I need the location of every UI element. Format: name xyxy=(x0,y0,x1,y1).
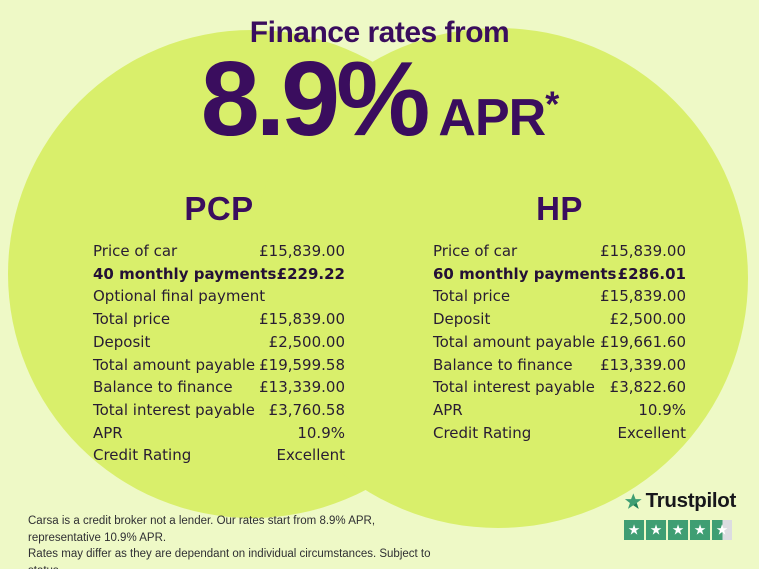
row-value: £15,839.00 xyxy=(600,287,686,306)
table-row: Total price £15,839.00 xyxy=(433,285,686,308)
row-label: Total interest payable xyxy=(433,378,595,397)
row-label: Total price xyxy=(93,310,171,329)
row-label: Credit Rating xyxy=(433,423,532,442)
star-box-full: ★ xyxy=(690,520,710,540)
row-value: 10.9% xyxy=(297,423,345,442)
row-label: APR xyxy=(433,400,463,419)
star-box-full: ★ xyxy=(624,520,644,540)
star-icon: ★ xyxy=(649,521,663,538)
disclaimer-line-1: Carsa is a credit broker not a lender. O… xyxy=(28,515,376,544)
rate-suffix-label: APR xyxy=(438,89,546,147)
star-box-half: ★ xyxy=(712,520,732,540)
row-label: Total amount payable xyxy=(433,332,596,351)
pcp-heading: PCP xyxy=(184,190,254,227)
row-label: Price of car xyxy=(433,242,518,260)
row-label: Total price xyxy=(433,287,511,306)
row-value: £3,760.58 xyxy=(268,400,345,419)
trustpilot-logo: Trustpilot xyxy=(624,489,736,513)
row-value: £15,839.00 xyxy=(259,242,345,260)
table-row: Balance to finance £13,339.00 xyxy=(433,354,686,377)
row-label: 40 monthly payments xyxy=(93,264,277,283)
headline-rate: 8.9% APR* xyxy=(0,40,759,158)
row-value: £3,822.60 xyxy=(609,378,686,397)
star-box-full: ★ xyxy=(646,520,666,540)
row-label: Deposit xyxy=(93,332,151,351)
row-label: Deposit xyxy=(433,310,491,329)
row-value: Excellent xyxy=(617,423,686,442)
row-value: £15,839.00 xyxy=(259,310,345,329)
table-row: APR 10.9% xyxy=(93,422,345,445)
star-icon: ★ xyxy=(693,521,707,538)
row-value: 10.9% xyxy=(638,400,686,419)
row-label: Price of car xyxy=(93,242,178,260)
page-title: Finance rates from xyxy=(249,16,510,49)
trustpilot-star-icon xyxy=(624,492,642,509)
table-row: 60 monthly payments £286.01 xyxy=(433,263,686,286)
trustpilot-brand-label: Trustpilot xyxy=(645,489,737,512)
table-row: Balance to finance £13,339.00 xyxy=(93,376,345,399)
row-value: £19,599.58 xyxy=(259,355,345,374)
rate-value: 8.9% xyxy=(200,40,431,158)
star-icon: ★ xyxy=(627,521,641,538)
table-row: Credit Rating Excellent xyxy=(433,422,686,445)
rate-asterisk: * xyxy=(545,83,559,125)
disclaimer-text: Carsa is a credit broker not a lender. O… xyxy=(28,513,448,569)
table-row: Total price £15,839.00 xyxy=(93,308,345,331)
star-icon: ★ xyxy=(715,521,729,538)
table-row: Deposit £2,500.00 xyxy=(433,308,686,331)
table-row: 40 monthly payments £229.22 xyxy=(93,263,345,286)
table-row: Total amount payable £19,661.60 xyxy=(433,331,686,354)
row-value: £2,500.00 xyxy=(268,332,345,351)
row-value: Excellent xyxy=(276,446,345,465)
table-row: Total amount payable £19,599.58 xyxy=(93,354,345,377)
row-label: Balance to finance xyxy=(93,378,233,397)
star-icon: ★ xyxy=(671,521,685,538)
hp-column: HP Price of car £15,839.00 60 monthly pay… xyxy=(433,190,686,444)
row-label: Balance to finance xyxy=(433,355,573,374)
table-row: Deposit £2,500.00 xyxy=(93,331,345,354)
row-value: £13,339.00 xyxy=(600,355,686,374)
row-value: £2,500.00 xyxy=(609,310,686,329)
background-circle-right xyxy=(248,28,748,528)
row-label: Total amount payable xyxy=(93,355,256,374)
row-label: APR xyxy=(93,423,123,442)
row-value: £15,839.00 xyxy=(600,242,686,260)
table-row: Price of car £15,839.00 xyxy=(93,240,345,263)
hp-heading: HP xyxy=(536,190,583,227)
star-box-full: ★ xyxy=(668,520,688,540)
header: Finance rates from 8.9% APR* xyxy=(0,0,759,156)
row-value: £13,339.00 xyxy=(259,378,345,397)
row-value: £286.01 xyxy=(617,264,686,283)
pcp-column: PCP Price of car £15,839.00 40 monthly pa… xyxy=(93,190,345,467)
row-value: £229.22 xyxy=(276,264,345,283)
row-value: £19,661.60 xyxy=(600,332,686,351)
row-label: Optional final payment xyxy=(93,287,266,306)
disclaimer-line-2: Rates may differ as they are dependant o… xyxy=(28,548,431,569)
table-row: Total interest payable £3,822.60 xyxy=(433,376,686,399)
table-row: Total interest payable £3,760.58 xyxy=(93,399,345,422)
row-label: 60 monthly payments xyxy=(433,264,617,283)
row-label: Total interest payable xyxy=(93,400,255,419)
trustpilot-rating-stars: ★ ★ ★ ★ ★ xyxy=(624,520,736,540)
table-row: Credit Rating Excellent xyxy=(93,444,345,467)
rate-suffix: APR* xyxy=(438,86,559,147)
table-row: APR 10.9% xyxy=(433,399,686,422)
table-row: Optional final payment xyxy=(93,285,345,308)
table-row: Price of car £15,839.00 xyxy=(433,240,686,263)
row-label: Credit Rating xyxy=(93,446,192,465)
trustpilot-widget: Trustpilot ★ ★ ★ ★ ★ xyxy=(624,489,736,540)
